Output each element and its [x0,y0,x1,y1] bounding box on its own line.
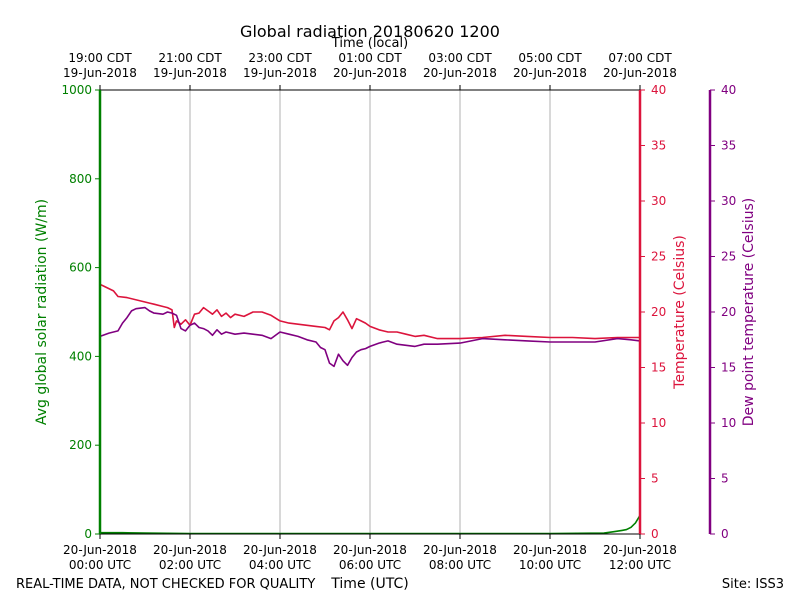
x-top-tick-label-date: 19-Jun-2018 [153,66,227,80]
x-top-tick-label-date: 20-Jun-2018 [513,66,587,80]
x-top-tick-label-time: 05:00 CDT [518,51,582,65]
x-bottom-tick-label-time: 10:00 UTC [519,558,581,572]
y-right-temperature-tick-label: 30 [651,194,666,208]
chart-title: Global radiation 20180620 1200 [240,22,500,41]
y-right-dewpoint-tick-label: 20 [721,305,736,319]
y-left-tick-label: 200 [69,438,92,452]
y-right-dewpoint-tick-label: 5 [721,472,729,486]
footer-quality-note: REAL-TIME DATA, NOT CHECKED FOR QUALITY [16,577,315,592]
y-left-tick-label: 600 [69,261,92,275]
x-bottom-tick-label-time: 02:00 UTC [159,558,221,572]
y-right-dewpoint-tick-label: 30 [721,194,736,208]
x-bottom-tick-label-date: 20-Jun-2018 [243,543,317,557]
x-bottom-tick-label-date: 20-Jun-2018 [603,543,677,557]
x-top-tick-label-date: 19-Jun-2018 [63,66,137,80]
y-right-dewpoint-tick-label: 35 [721,139,736,153]
y-left-tick-label: 0 [84,527,92,541]
x-bottom-tick-label-time: 06:00 UTC [339,558,401,572]
x-top-tick-label-time: 23:00 CDT [248,51,312,65]
x-top-tick-label-time: 19:00 CDT [68,51,132,65]
x-bottom-tick-label-time: 12:00 UTC [609,558,671,572]
y-right-temperature-axis-label: Temperature (Celsius) [672,235,688,390]
x-bottom-tick-label-date: 20-Jun-2018 [153,543,227,557]
x-top-tick-label-date: 20-Jun-2018 [603,66,677,80]
x-top-tick-label-date: 20-Jun-2018 [333,66,407,80]
footer-site: Site: ISS3 [722,577,784,592]
x-top-tick-label-date: 19-Jun-2018 [243,66,317,80]
y-right-dewpoint-tick-label: 0 [721,527,729,541]
x-top-tick-label-time: 21:00 CDT [158,51,222,65]
y-right-temperature-tick-label: 15 [651,361,666,375]
y-right-temperature-tick-label: 20 [651,305,666,319]
y-right-temperature-tick-label: 10 [651,416,666,430]
top-axis-label: Time (local) [331,36,408,51]
y-left-tick-label: 400 [69,349,92,363]
y-right-dewpoint-tick-label: 25 [721,250,736,264]
axes-group: 0200400600800100005101520253035400510152… [61,51,736,572]
y-right-temperature-tick-label: 25 [651,250,666,264]
x-axis-label: Time (UTC) [330,576,408,592]
y-right-temperature-tick-label: 5 [651,472,659,486]
series-line-right2 [99,306,641,368]
x-bottom-tick-label-time: 04:00 UTC [249,558,311,572]
y-left-tick-label: 1000 [61,83,92,97]
x-top-tick-label-time: 01:00 CDT [338,51,402,65]
x-bottom-tick-label-date: 20-Jun-2018 [333,543,407,557]
x-top-tick-label-time: 07:00 CDT [608,51,672,65]
y-right-temperature-tick-label: 35 [651,139,666,153]
gridlines [189,90,551,534]
y-right-temperature-tick-label: 0 [651,527,659,541]
y-left-tick-label: 800 [69,172,92,186]
x-bottom-tick-label-date: 20-Jun-2018 [513,543,587,557]
y-right-temperature-tick-label: 40 [651,83,666,97]
x-bottom-tick-label-date: 20-Jun-2018 [63,543,137,557]
x-bottom-tick-label-time: 08:00 UTC [429,558,491,572]
y-right-dewpoint-tick-label: 10 [721,416,736,430]
x-top-tick-label-date: 20-Jun-2018 [423,66,497,80]
x-top-tick-label-time: 03:00 CDT [428,51,492,65]
x-bottom-tick-label-date: 20-Jun-2018 [423,543,497,557]
y-right-dewpoint-tick-label: 40 [721,83,736,97]
y-right-dewpoint-axis-label: Dew point temperature (Celsius) [741,198,757,426]
y-right-dewpoint-tick-label: 15 [721,361,736,375]
x-bottom-tick-label-time: 00:00 UTC [69,558,131,572]
y-left-axis-label: Avg global solar radiation (W/m) [34,199,50,425]
